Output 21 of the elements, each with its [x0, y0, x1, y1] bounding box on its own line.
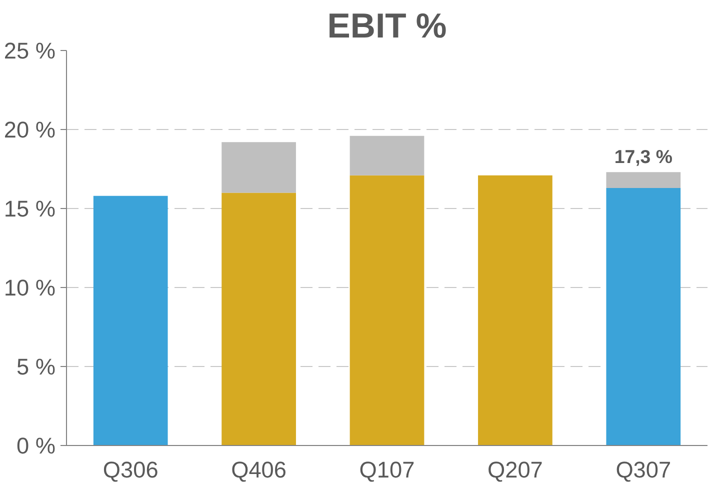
- bar: [222, 142, 296, 193]
- x-tick-label: Q207: [487, 456, 543, 482]
- bar: [350, 175, 424, 446]
- bar: [350, 136, 424, 176]
- x-tick-label: Q107: [359, 456, 415, 482]
- annotation: 17,3 %: [614, 146, 673, 168]
- bar: [478, 175, 552, 446]
- y-tick-label: 5 %: [16, 354, 56, 380]
- chart-title: EBIT %: [327, 8, 447, 46]
- y-tick-label: 10 %: [4, 274, 56, 300]
- x-tick-label: Q306: [102, 456, 158, 482]
- bar: [606, 188, 681, 446]
- bar: [93, 196, 168, 446]
- y-tick-label: 15 %: [4, 196, 56, 222]
- x-tick-label: Q307: [616, 456, 672, 482]
- y-tick-label: 0 %: [16, 432, 56, 458]
- x-tick-label: Q406: [231, 456, 287, 482]
- y-tick-label: 20 %: [4, 116, 56, 142]
- y-tick-label: 25 %: [4, 38, 56, 64]
- bar: [606, 172, 681, 188]
- bar: [222, 192, 296, 446]
